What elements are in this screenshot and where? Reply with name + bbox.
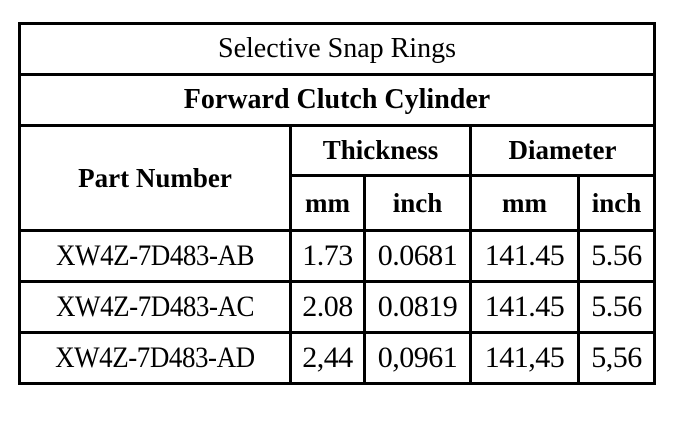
thickness-inch-cell: 0,0961 <box>363 331 472 385</box>
table-title: Selective Snap Rings <box>18 22 656 76</box>
table-row: XW4Z-7D483-AD 2,44 0,0961 141,45 5,56 <box>18 331 656 385</box>
header-diameter: Diameter <box>469 124 656 177</box>
part-number: XW4Z-7D483-AB <box>55 239 255 272</box>
thickness-inch-cell: 0.0681 <box>363 229 472 283</box>
diameter-inch-cell: 5.56 <box>577 229 656 283</box>
table-row: XW4Z-7D483-AC 2.08 0.0819 141.45 5.56 <box>18 280 656 334</box>
thickness-inch-cell: 0.0819 <box>363 280 472 334</box>
table-row: XW4Z-7D483-AB 1.73 0.0681 141.45 5.56 <box>18 229 656 283</box>
diameter-inch-cell: 5,56 <box>577 331 656 385</box>
diameter-inch-cell: 5.56 <box>577 280 656 334</box>
header-diameter-inch: inch <box>577 174 656 232</box>
snap-rings-table: Selective Snap Rings Forward Clutch Cyli… <box>18 22 656 385</box>
part-number-cell: XW4Z-7D483-AD <box>18 331 292 385</box>
header-thickness: Thickness <box>289 124 472 177</box>
diameter-mm-cell: 141.45 <box>469 280 580 334</box>
header-thickness-inch: inch <box>363 174 472 232</box>
diameter-mm-cell: 141.45 <box>469 229 580 283</box>
header-thickness-mm: mm <box>289 174 366 232</box>
part-number: XW4Z-7D483-AD <box>55 341 255 374</box>
header-diameter-mm: mm <box>469 174 580 232</box>
part-number: XW4Z-7D483-AC <box>55 290 255 323</box>
diameter-mm-cell: 141,45 <box>469 331 580 385</box>
thickness-mm-cell: 1.73 <box>289 229 366 283</box>
table-subtitle: Forward Clutch Cylinder <box>18 73 656 127</box>
thickness-mm-cell: 2.08 <box>289 280 366 334</box>
thickness-mm-cell: 2,44 <box>289 331 366 385</box>
header-part-number: Part Number <box>18 124 292 232</box>
part-number-cell: XW4Z-7D483-AC <box>18 280 292 334</box>
part-number-cell: XW4Z-7D483-AB <box>18 229 292 283</box>
